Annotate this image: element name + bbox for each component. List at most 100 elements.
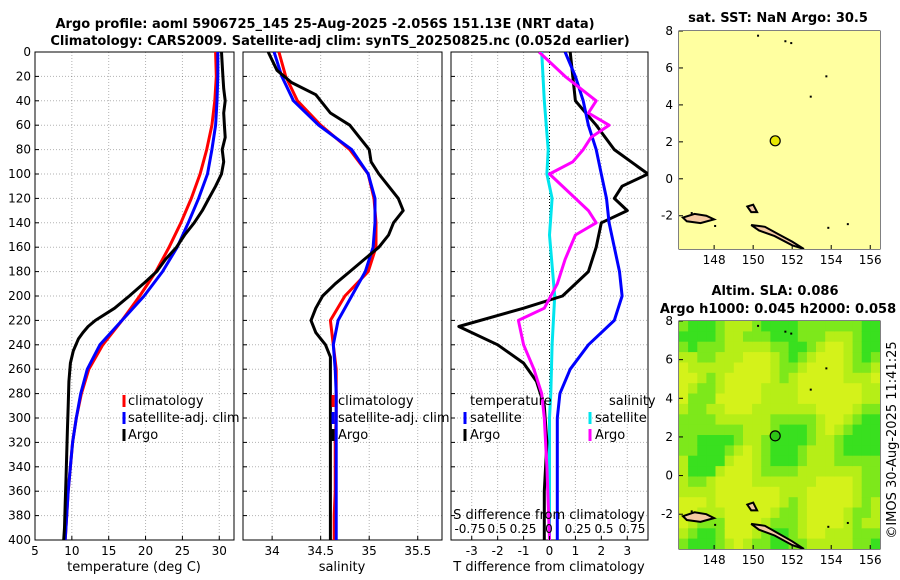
sla-cell [806, 372, 817, 384]
sla-cell [697, 321, 707, 332]
sla-cell [724, 372, 735, 384]
small-island [825, 75, 828, 78]
map-y-tick-label: 6 [665, 353, 673, 367]
sla-cell [816, 538, 826, 549]
sla-cell [770, 352, 780, 363]
sla-cell [852, 341, 863, 353]
sla-cell [697, 372, 707, 384]
sla-cell [752, 424, 762, 436]
sla-cell [816, 424, 826, 436]
sla-cell [715, 445, 726, 457]
sla-cell [761, 455, 771, 467]
sla-cell [797, 517, 808, 529]
sla-cell [752, 497, 762, 509]
sla-cell [788, 486, 799, 498]
sla-cell [870, 331, 880, 343]
land-island [750, 224, 805, 249]
sla-cell [752, 528, 762, 540]
sla-cell [816, 341, 826, 353]
sla-cell [816, 362, 826, 374]
sla-cell [761, 352, 771, 363]
sla-cell [834, 538, 844, 549]
sla-cell [679, 383, 689, 395]
sla-cell [733, 383, 744, 395]
sla-cell [852, 414, 863, 426]
small-island [714, 523, 717, 526]
sla-cell [752, 393, 762, 405]
legend-header-temperature: temperature [470, 394, 552, 409]
sla-cell [743, 362, 753, 374]
sla-cell [788, 393, 799, 405]
sla-cell [834, 362, 844, 374]
sla-cell [779, 476, 790, 488]
sla-cell [806, 455, 817, 467]
sla-cell [706, 362, 716, 374]
map-y-tick-label: -2 [661, 507, 673, 521]
sla-cell [834, 497, 844, 509]
small-island [784, 40, 787, 43]
sla-cell [834, 466, 844, 477]
sla-cell [797, 393, 808, 405]
sla-cell [852, 497, 863, 509]
sla-cell [861, 455, 872, 467]
sla-cell [770, 476, 780, 488]
sla-cell [788, 466, 799, 477]
sla-cell [733, 445, 744, 457]
sla-cell [715, 476, 726, 488]
sla-cell [806, 476, 817, 488]
sla-cell [834, 403, 844, 415]
sla-cell [733, 341, 744, 353]
sla-cell [788, 362, 799, 374]
sla-cell [706, 466, 716, 477]
sla-cell [688, 476, 698, 488]
sla-cell [788, 435, 799, 446]
sla-cell [770, 341, 780, 353]
y-tick-label: 180 [8, 265, 31, 279]
sla-cell [843, 445, 854, 457]
sla-cell [843, 341, 854, 353]
sla-cell [861, 445, 872, 457]
y-tick-label: 400 [8, 533, 31, 547]
sla-cell [806, 341, 817, 353]
sla-cell [870, 538, 880, 549]
sla-cell [724, 476, 735, 488]
y-tick-label: 100 [8, 167, 31, 181]
sla-cell [688, 517, 698, 529]
sla-cell [779, 393, 790, 405]
map-y-tick-label: -2 [661, 209, 673, 223]
sla-cell [825, 321, 835, 332]
sla-cell [788, 331, 799, 343]
sla-cell [779, 507, 790, 519]
sla-cell [806, 486, 817, 498]
sla-cell [733, 538, 744, 549]
sla-cell [688, 352, 698, 363]
sla-cell [870, 403, 880, 415]
sla-cell [806, 403, 817, 415]
sla-cell [715, 528, 726, 540]
legend-label-climatology: climatology [338, 394, 414, 409]
sla-cell [688, 414, 698, 426]
sla-cell [715, 341, 726, 353]
sla-cell [788, 455, 799, 467]
sla-cell [843, 497, 854, 509]
sla-cell [697, 466, 707, 477]
sla-cell [852, 517, 863, 529]
sla-cell [770, 331, 780, 343]
sla-cell [852, 372, 863, 384]
sla-cell [834, 507, 844, 519]
sla-cell [706, 321, 716, 332]
sla-cell [697, 445, 707, 457]
sla-cell [724, 455, 735, 467]
sla-cell [733, 352, 744, 363]
sla-cell [752, 435, 762, 446]
sla-cell [852, 455, 863, 467]
sla-cell [825, 341, 835, 353]
small-island [790, 332, 793, 335]
sla-cell [715, 414, 726, 426]
sla-cell [806, 445, 817, 457]
x-tick-label: 34 [264, 544, 279, 558]
map-x-tick-label: 152 [781, 553, 804, 567]
map-y-tick-label: 2 [665, 135, 673, 149]
sla-cell [870, 372, 880, 384]
